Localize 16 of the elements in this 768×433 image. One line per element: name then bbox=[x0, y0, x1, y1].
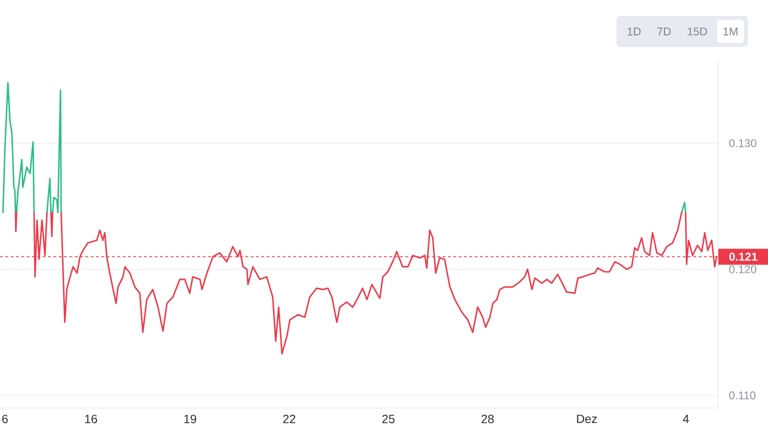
x-tick-label: 4 bbox=[682, 414, 689, 423]
y-tick-label: 0.130 bbox=[729, 139, 756, 148]
x-tick-label: 6 bbox=[2, 414, 8, 424]
x-tick-label: 25 bbox=[382, 414, 395, 424]
x-tick-label: Dez bbox=[577, 414, 597, 424]
ref-line-label: 0.121 bbox=[729, 252, 758, 261]
y-tick-label: 0.110 bbox=[729, 391, 756, 400]
text: 1M bbox=[724, 28, 738, 36]
x-tick-label: 16 bbox=[85, 414, 98, 424]
x-tick-label: 22 bbox=[283, 414, 296, 424]
x-tick-label: 28 bbox=[482, 414, 494, 424]
text: 1D bbox=[628, 28, 641, 36]
text: 15D bbox=[688, 28, 707, 36]
x-tick-label: 19 bbox=[184, 414, 196, 424]
text: 7D bbox=[657, 28, 671, 36]
y-tick-label: 0.120 bbox=[729, 265, 756, 274]
